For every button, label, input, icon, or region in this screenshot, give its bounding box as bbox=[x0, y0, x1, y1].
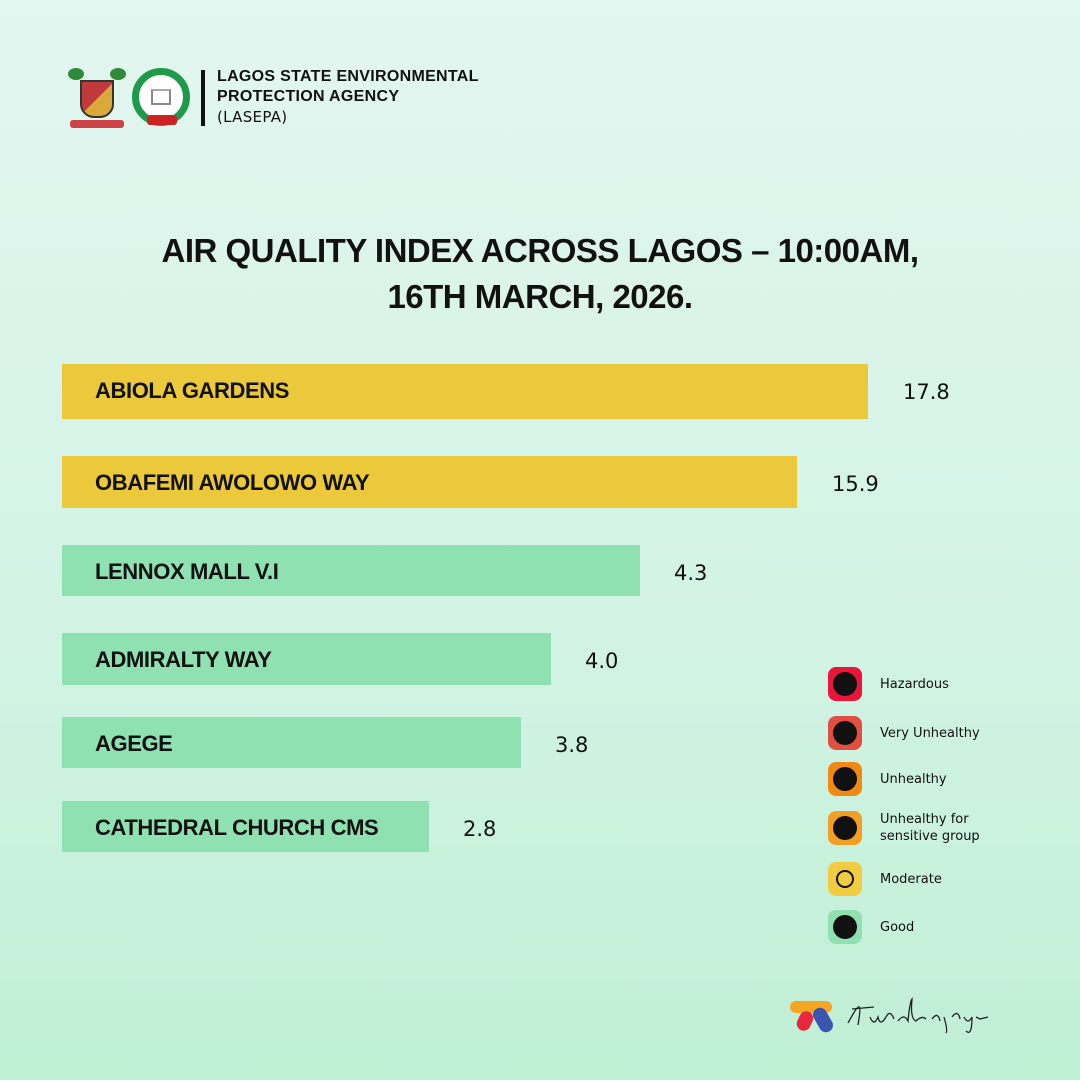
lagos-state-crest-logo bbox=[68, 66, 126, 128]
bar-label: CATHEDRAL CHURCH CMS bbox=[95, 815, 379, 840]
designer-signature bbox=[790, 995, 990, 1035]
sad-face-icon bbox=[828, 716, 862, 750]
legend-label-text: Very Unhealthy bbox=[880, 725, 980, 741]
bar-label: ABIOLA GARDENS bbox=[95, 378, 290, 403]
chart-title-line-2: 16TH MARCH, 2026. bbox=[387, 278, 693, 315]
bar-value-label: 4.0 bbox=[585, 649, 619, 673]
logos bbox=[68, 66, 190, 128]
agency-line-2: PROTECTION AGENCY bbox=[217, 88, 400, 105]
agency-line-3: (LASEPA) bbox=[217, 108, 288, 126]
legend-label-text-2: sensitive group bbox=[880, 829, 980, 844]
sad-face-icon bbox=[828, 667, 862, 701]
bar: OBAFEMI AWOLOWO WAY bbox=[62, 456, 797, 508]
legend-label: Moderate bbox=[880, 871, 942, 888]
bar: LENNOX MALL V.I bbox=[62, 545, 640, 596]
legend-label: Good bbox=[880, 919, 914, 936]
legend-label-text: Unhealthy bbox=[880, 771, 947, 787]
legend-item: Good bbox=[828, 910, 914, 944]
bar-label: ADMIRALTY WAY bbox=[95, 647, 272, 672]
legend-label-text: Moderate bbox=[880, 871, 942, 887]
legend-label: Unhealthy for sensitive group bbox=[880, 811, 980, 845]
lasepa-seal-logo bbox=[132, 68, 190, 126]
legend-item: Very Unhealthy bbox=[828, 716, 980, 750]
legend-item: Unhealthy for sensitive group bbox=[828, 811, 980, 845]
bar: ABIOLA GARDENS bbox=[62, 364, 868, 419]
legend-label: Very Unhealthy bbox=[880, 725, 980, 742]
sad-face-icon bbox=[828, 811, 862, 845]
legend-label: Unhealthy bbox=[880, 771, 947, 788]
chart-title-line-1: AIR QUALITY INDEX ACROSS LAGOS – 10:00AM… bbox=[161, 232, 919, 269]
legend-item: Hazardous bbox=[828, 667, 949, 701]
agency-line-1: LAGOS STATE ENVIRONMENTAL bbox=[217, 68, 479, 85]
bar: AGEGE bbox=[62, 717, 521, 768]
legend-label-text: Unhealthy for bbox=[880, 812, 969, 827]
header-divider bbox=[201, 70, 205, 126]
bar-label: AGEGE bbox=[95, 731, 173, 756]
bar-label: LENNOX MALL V.I bbox=[95, 559, 279, 584]
bar-value-label: 15.9 bbox=[832, 472, 879, 496]
bar-value-label: 17.8 bbox=[903, 380, 950, 404]
bar-label: OBAFEMI AWOLOWO WAY bbox=[95, 470, 370, 495]
legend-item: Unhealthy bbox=[828, 762, 947, 796]
happy-face-icon bbox=[828, 910, 862, 944]
legend-label: Hazardous bbox=[880, 676, 949, 693]
chart-title: AIR QUALITY INDEX ACROSS LAGOS – 10:00AM… bbox=[0, 228, 1080, 320]
agency-name: LAGOS STATE ENVIRONMENTAL PROTECTION AGE… bbox=[217, 67, 479, 127]
designer-logo-icon bbox=[790, 995, 840, 1035]
bar-value-label: 3.8 bbox=[555, 733, 589, 757]
bar: CATHEDRAL CHURCH CMS bbox=[62, 801, 429, 852]
bar-value-label: 2.8 bbox=[463, 817, 497, 841]
sad-face-icon bbox=[828, 762, 862, 796]
legend-label-text: Good bbox=[880, 919, 915, 935]
legend-item: Moderate bbox=[828, 862, 942, 896]
bar: ADMIRALTY WAY bbox=[62, 633, 551, 685]
signature-script bbox=[847, 997, 989, 1034]
moderate-faces-icon bbox=[828, 862, 862, 896]
bar-value-label: 4.3 bbox=[674, 561, 708, 585]
legend-label-text: Hazardous bbox=[880, 676, 949, 692]
